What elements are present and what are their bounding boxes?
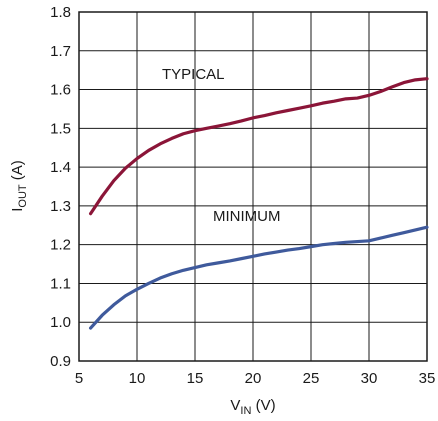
series-line-typical — [88, 77, 429, 216]
y-tick-label: 1.1 — [50, 275, 71, 292]
x-tick-label: 35 — [419, 370, 436, 387]
x-axis-label-unit: (V) — [251, 397, 275, 414]
series-label-minimum: MINIMUM — [213, 208, 281, 225]
y-axis-label-subscript: OUT — [17, 184, 29, 208]
x-axis-label-main: V — [230, 397, 240, 414]
y-tick-label: 1.7 — [50, 43, 71, 60]
x-tick-label: 5 — [75, 370, 83, 387]
x-tick-label: 15 — [187, 370, 204, 387]
y-tick-label: 1.6 — [50, 82, 71, 99]
y-axis-label: IOUT (A) — [9, 160, 29, 212]
plot-frame — [78, 11, 428, 362]
x-axis-label-subscript: IN — [240, 405, 251, 417]
x-tick-label: 30 — [361, 370, 378, 387]
x-tick-label: 20 — [245, 370, 262, 387]
y-tick-label: 0.9 — [50, 353, 71, 370]
y-axis-ticks: 0.9 1.0 1.1 1.2 1.3 1.4 1.5 1.6 1.7 1.8 — [50, 4, 71, 370]
x-axis-label: VIN (V) — [230, 397, 275, 417]
y-tick-label: 1.5 — [50, 120, 71, 137]
y-axis-label-unit: (A) — [9, 160, 26, 184]
y-tick-label: 1.2 — [50, 237, 71, 254]
x-axis-ticks: 5 10 15 20 25 30 35 — [75, 370, 436, 387]
series-lines — [88, 77, 429, 330]
y-tick-label: 1.3 — [50, 198, 71, 215]
grid-lines — [79, 12, 427, 361]
x-tick-label: 25 — [303, 370, 320, 387]
x-tick-label: 10 — [129, 370, 146, 387]
y-tick-label: 1.8 — [50, 4, 71, 21]
y-tick-label: 1.4 — [50, 159, 71, 176]
y-tick-label: 1.0 — [50, 314, 71, 331]
series-label-typical: TYPICAL — [162, 66, 225, 83]
y-axis-label-main: I — [9, 208, 26, 212]
series-line-minimum — [88, 225, 429, 330]
